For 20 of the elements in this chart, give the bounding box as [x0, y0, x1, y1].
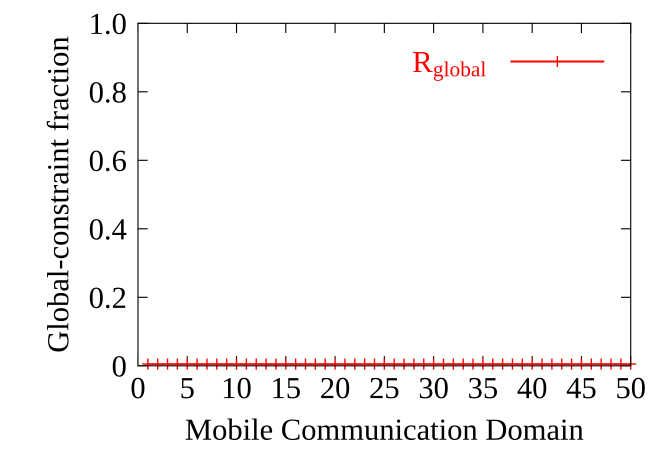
x-tick-label: 30: [420, 378, 448, 398]
x-tick-label: 35: [469, 378, 497, 398]
x-tick-label: 15: [273, 378, 300, 398]
y-tick-label: 1.0: [91, 14, 126, 34]
y-axis-title: Global-constraint fraction: [46, 36, 69, 352]
x-tick-label: 40: [517, 378, 546, 398]
x-axis-title: Mobile Communication Domain: [186, 418, 584, 440]
y-tick-label: 0.2: [90, 288, 126, 308]
x-tick-label: 25: [370, 378, 398, 398]
x-tick-label: 45: [566, 378, 596, 398]
x-tick-label: 10: [224, 378, 251, 398]
x-tick-label: 50: [617, 378, 645, 398]
x-tick-label: 0: [131, 378, 144, 398]
y-tick-label: 0.4: [90, 219, 126, 240]
y-tick-label: 0: [112, 356, 126, 377]
x-tick-label: 5: [181, 378, 194, 398]
y-tick-label: 0.6: [90, 150, 126, 172]
x-tick-label: 20: [321, 378, 350, 398]
legend-label: R$_{global}$: [413, 52, 486, 81]
y-tick-label: 0.8: [90, 82, 126, 103]
